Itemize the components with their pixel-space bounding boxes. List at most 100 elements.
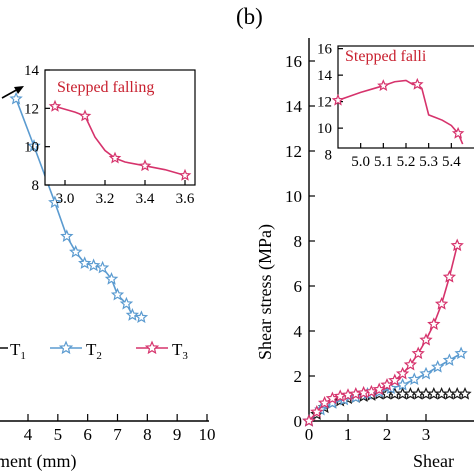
inset-series-t3-point (138, 159, 152, 172)
inset-series-t3-point (178, 168, 192, 181)
series-t3-point (317, 395, 332, 409)
inset-series-t3-point (78, 109, 92, 122)
series-t3-point (442, 269, 457, 283)
x-tick-label: 0 (305, 425, 314, 444)
x-tick-label: 7 (113, 425, 122, 444)
inset-y-tick-label: 8 (325, 148, 333, 164)
x-tick-label: 6 (83, 425, 92, 444)
inset-x-tick-label: 5.0 (351, 154, 370, 170)
panel-a-inset: 8 10 12 14 3.0 3.2 3.4 3.6 Stepped falling (1, 63, 196, 207)
inset-y-tick-label: 16 (317, 42, 333, 58)
inset-series-t3-point (377, 79, 390, 92)
series-t2-point (27, 139, 41, 152)
legend-sub: 1 (20, 350, 26, 362)
y-tick-label: 8 (294, 232, 303, 251)
series-t3-point (450, 238, 464, 252)
series-t2-point (134, 310, 149, 324)
panel-a-x-label: ment (mm) (0, 451, 76, 472)
legend-marker (58, 340, 74, 355)
y-tick-label: 6 (294, 277, 303, 296)
x-tick-label: 8 (143, 425, 152, 444)
arrow-head (14, 86, 24, 94)
inset-series-t3-point (451, 126, 465, 139)
inset-y-tick-label: 12 (317, 95, 332, 111)
series-t2-point (104, 272, 119, 285)
panel-a-legend: T1 T2 T3 (0, 340, 188, 362)
series-t2-point (407, 372, 421, 386)
series-t3-point (380, 377, 394, 391)
series-t2-point (78, 256, 92, 269)
legend-label: T3 (172, 340, 188, 362)
x-tick-label: 9 (173, 425, 182, 444)
inset-y-tick-label: 8 (32, 178, 40, 194)
x-tick-label: 2 (383, 425, 392, 444)
series-t2-point (95, 260, 110, 274)
series-t1-point (458, 386, 472, 400)
series-t3-point (364, 384, 379, 398)
series-t3-point (395, 366, 410, 380)
inset-x-tick-label: 5.1 (374, 154, 393, 170)
series-t3-point (302, 413, 316, 427)
inset-x-tick-label: 5.2 (397, 154, 416, 170)
series-t2-point (69, 244, 83, 258)
series-t2-point (119, 296, 134, 310)
inset-y-tick-label: 14 (24, 63, 40, 79)
inset-series-t3-point (108, 151, 122, 164)
series-t2-point (86, 258, 101, 272)
inset-annotation: Stepped falling (57, 79, 154, 96)
series-t3-point (310, 404, 324, 418)
panel-b-label: (b) (236, 4, 263, 29)
series-t3-point (434, 296, 449, 310)
series-t2-point (431, 359, 445, 373)
inset-x-tick-label: 3.6 (176, 191, 195, 207)
inset-annotation: Stepped falli (345, 48, 427, 65)
series-t2-point (9, 91, 23, 105)
series-t2-point (395, 377, 410, 391)
inset-y-tick-label: 14 (317, 68, 333, 84)
y-tick-label: 12 (285, 142, 302, 161)
series-t3-point (411, 346, 425, 360)
series-t2-point (442, 353, 457, 366)
series-t3-point (325, 391, 340, 405)
series-t3-point (427, 317, 441, 330)
legend-label: T1 (10, 340, 26, 362)
series-t3-point (403, 357, 418, 371)
inset-x-tick-label: 5.3 (419, 154, 438, 170)
inset-series-t3-point (331, 93, 345, 106)
series-t2-point (48, 195, 62, 209)
inset-y-tick-label: 10 (24, 140, 39, 156)
series-t2-point (60, 229, 74, 242)
y-tick-label: 4 (294, 322, 303, 341)
legend-marker (144, 340, 160, 355)
inset-series-t3-point (411, 77, 424, 90)
y-tick-label: 10 (285, 187, 302, 206)
inset-y-tick-label: 10 (317, 121, 332, 137)
panel-b-y-label: Shear stress (MPa) (255, 224, 276, 360)
legend-label: T2 (86, 340, 102, 362)
inset-x-tick-label: 3.0 (56, 191, 75, 207)
inset-series-t3-point (48, 99, 62, 112)
x-tick-label: 1 (344, 425, 353, 444)
series-t2-point (419, 366, 433, 380)
inset-y-tick-label: 12 (24, 101, 39, 117)
series-t3-point (372, 382, 386, 396)
x-tick-label: 3 (422, 425, 431, 444)
panel-b-x-label: Shear (413, 451, 454, 471)
legend-sub: 2 (96, 350, 102, 362)
inset-frame (337, 45, 474, 149)
inset-frame (44, 69, 196, 186)
series-t2-point (110, 287, 125, 301)
series-t2-point (125, 308, 140, 321)
panel-b-inset: 8 10 12 14 16 5.0 5.1 5.2 5.3 5.4 Stepped falli (317, 42, 474, 170)
legend-sub: 3 (182, 350, 188, 362)
x-tick-label: 4 (24, 425, 33, 444)
inset-x-tick-label: 3.2 (96, 191, 115, 207)
y-tick-label: 2 (294, 367, 303, 386)
series-t2-point (454, 346, 468, 360)
y-tick-label: 16 (285, 52, 302, 71)
x-tick-label: 10 (199, 425, 216, 444)
series-t3-point (419, 332, 433, 346)
